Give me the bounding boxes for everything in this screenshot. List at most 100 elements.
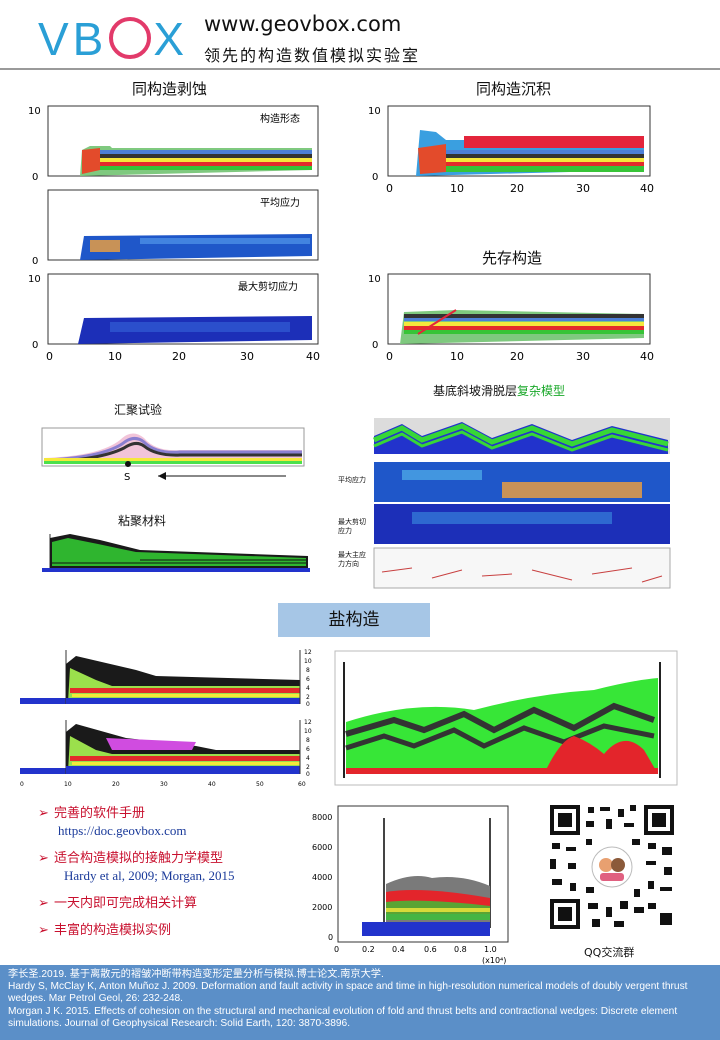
svg-text:30: 30 — [160, 781, 168, 788]
svg-text:12: 12 — [304, 649, 312, 656]
vbox-logo: VB X — [38, 13, 187, 65]
svg-text:4000: 4000 — [312, 873, 332, 882]
salt-figure-right — [334, 650, 678, 786]
svg-text:10: 10 — [304, 658, 312, 665]
svg-text:2: 2 — [306, 694, 310, 701]
svg-text:40: 40 — [306, 350, 320, 363]
svg-text:2000: 2000 — [312, 903, 332, 912]
feature-item: ➢ 完善的软件手册 — [38, 806, 146, 821]
svg-text:0: 0 — [32, 340, 38, 351]
particle-box-figure: 8000 6000 4000 2000 0 0 0.2 0.4 0.6 0.8 … — [312, 805, 509, 965]
feature-link[interactable]: https://doc.geovbox.com — [58, 823, 187, 838]
svg-text:60: 60 — [298, 781, 306, 788]
svg-text:50: 50 — [256, 781, 264, 788]
logo-o-icon — [109, 17, 152, 59]
svg-text:10: 10 — [304, 728, 312, 735]
ramp-figure — [373, 418, 671, 589]
svg-text:4: 4 — [306, 755, 310, 762]
reference-item: Morgan J K. 2015. Effects of cohesion on… — [8, 1005, 678, 1029]
svg-text:40: 40 — [208, 781, 216, 788]
svg-text:10: 10 — [450, 182, 464, 195]
ramp-title: 基底斜坡滑脱层复杂模型 — [433, 384, 566, 398]
svg-text:0: 0 — [372, 172, 378, 183]
svg-text:20: 20 — [510, 182, 524, 195]
svg-text:0: 0 — [20, 781, 24, 788]
svg-text:10: 10 — [108, 350, 122, 363]
preexisting-figure: 10 0 0 10 20 30 40 — [368, 273, 654, 363]
svg-text:0: 0 — [46, 350, 53, 363]
svg-text:0.8: 0.8 — [454, 945, 467, 954]
svg-text:0: 0 — [32, 256, 38, 267]
svg-text:6000: 6000 — [312, 843, 332, 852]
cohesive-figure — [42, 534, 310, 572]
ramp-label-mean-stress: 平均应力 — [338, 476, 366, 484]
features-list: ➢ 完善的软件手册 https://doc.geovbox.com ➢ 适合构造… — [38, 802, 318, 938]
svg-text:30: 30 — [240, 350, 254, 363]
ramp-label-principal-direction: 最大主应力方向 — [338, 551, 366, 568]
salt-figure-left: 12 10 8 6 4 2 0 12 10 8 6 4 2 0 0 10 20 … — [20, 649, 312, 788]
svg-text:0: 0 — [334, 945, 339, 954]
svg-text:6: 6 — [306, 746, 310, 753]
svg-text:0: 0 — [306, 701, 310, 708]
svg-text:0.2: 0.2 — [362, 945, 375, 954]
svg-text:40: 40 — [640, 182, 654, 195]
erosion-label-1: 构造形态 — [260, 112, 300, 125]
arrow-bullet-icon: ➢ — [38, 806, 49, 821]
qr-caption: QQ交流群 — [584, 946, 635, 959]
svg-text:20: 20 — [510, 350, 524, 363]
svg-text:2: 2 — [306, 764, 310, 771]
svg-text:12: 12 — [304, 719, 312, 726]
svg-text:10: 10 — [28, 274, 41, 285]
reference-item: Hardy S, McClay K, Anton Muñoz J. 2009. … — [8, 981, 688, 1005]
svg-text:0: 0 — [386, 350, 393, 363]
header-divider — [0, 68, 720, 70]
svg-text:8: 8 — [306, 737, 310, 744]
erosion-label-3: 最大剪切应力 — [238, 280, 298, 293]
feature-item: ➢ 适合构造模拟的接触力学模型 — [38, 851, 224, 866]
feature-item: ➢ 一天内即可完成相关计算 — [38, 896, 198, 911]
svg-text:20: 20 — [112, 781, 120, 788]
arrow-bullet-icon: ➢ — [38, 896, 49, 911]
svg-text:6: 6 — [306, 676, 310, 683]
tagline: 领先的构造数值模拟实验室 — [204, 46, 421, 65]
svg-text:10: 10 — [64, 781, 72, 788]
svg-text:40: 40 — [640, 350, 654, 363]
feature-sub: Hardy et al, 2009; Morgan, 2015 — [64, 868, 235, 883]
svg-text:4: 4 — [306, 685, 310, 692]
svg-text:1.0: 1.0 — [484, 945, 497, 954]
svg-text:20: 20 — [172, 350, 186, 363]
svg-text:0.6: 0.6 — [424, 945, 437, 954]
svg-text:0: 0 — [372, 340, 378, 351]
svg-text:10: 10 — [368, 106, 381, 117]
erosion-figure: 10 0 构造形态 0 平均应力 10 0 最大剪切应力 0 10 20 30 … — [28, 105, 320, 363]
sedimentation-figure: 10 0 0 10 20 30 40 — [368, 105, 654, 195]
svg-text:8000: 8000 — [312, 813, 332, 822]
avatar-icon — [599, 858, 613, 872]
svg-text:0: 0 — [306, 771, 310, 778]
svg-text:0: 0 — [386, 182, 393, 195]
convergence-title: 汇聚试验 — [114, 403, 163, 417]
erosion-plot-shear: 10 0 最大剪切应力 0 10 20 30 40 — [28, 273, 320, 363]
salt-title: 盐构造 — [278, 603, 430, 637]
svg-text:10: 10 — [368, 274, 381, 285]
feature-item: ➢ 丰富的构造模拟实例 — [38, 923, 172, 938]
y-tick: 10 — [28, 106, 41, 117]
erosion-plot-morphology: 10 0 构造形态 — [28, 105, 319, 183]
svg-text:10: 10 — [450, 350, 464, 363]
ramp-label-max-shear: 最大剪切应力 — [338, 518, 366, 535]
svg-text:30: 30 — [576, 350, 590, 363]
convergence-figure: S — [41, 427, 305, 483]
arrow-bullet-icon: ➢ — [38, 923, 49, 938]
svg-text:0: 0 — [328, 933, 333, 942]
arrow-bullet-icon: ➢ — [38, 851, 49, 866]
references-footer: 李长圣.2019. 基于离散元的褶皱冲断带构造变形定量分析与模拟.博士论文.南京… — [0, 965, 720, 1040]
preexisting-title: 先存构造 — [482, 249, 543, 267]
svg-text:(x10⁴): (x10⁴) — [482, 956, 506, 965]
site-url[interactable]: www.geovbox.com — [204, 12, 402, 36]
y-tick: 0 — [32, 172, 38, 183]
svg-text:0.4: 0.4 — [392, 945, 405, 954]
erosion-title: 同构造剥蚀 — [132, 80, 208, 98]
reference-item: 李长圣.2019. 基于离散元的褶皱冲断带构造变形定量分析与模拟.博士论文.南京… — [8, 969, 384, 980]
sedimentation-title: 同构造沉积 — [476, 80, 552, 98]
qq-qr-code[interactable] — [548, 803, 676, 931]
